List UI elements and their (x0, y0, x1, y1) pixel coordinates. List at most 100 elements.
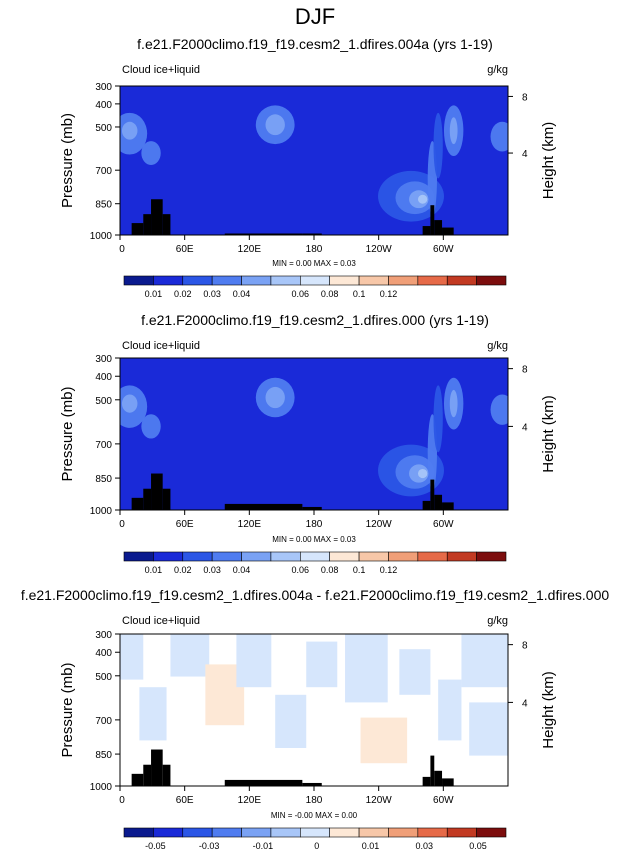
x-tick-label: 120W (366, 795, 393, 806)
x-tick-label: 60W (433, 244, 454, 255)
colorbar-label: 0.08 (321, 565, 339, 575)
terrain-mask (302, 506, 322, 510)
terrain-mask (422, 500, 431, 510)
colorbar-swatch (300, 275, 330, 286)
colorbar-label: 0.02 (174, 289, 192, 299)
y-tick-label: 300 (95, 82, 112, 93)
contour-fill (306, 641, 338, 688)
colorbar-swatch (300, 827, 330, 838)
contour-fill (121, 394, 138, 413)
units-label: g/kg (487, 615, 508, 627)
colorbar-label: 0.04 (233, 565, 251, 575)
contour-fill (490, 121, 508, 152)
contour-fill (433, 385, 443, 453)
colorbar-swatch (300, 551, 330, 562)
terrain-mask (302, 233, 322, 235)
contour-fill (490, 394, 508, 425)
colorbar-label: 0.03 (415, 841, 433, 851)
terrain-mask (430, 755, 435, 786)
colorbar-label: 0.12 (380, 565, 398, 575)
terrain-mask (434, 770, 443, 786)
y-tick-label: 1000 (90, 782, 113, 793)
contour-fill (139, 687, 167, 741)
colorbar-swatch (211, 275, 242, 286)
colorbar-label: 0.12 (380, 289, 398, 299)
colorbar-label: -0.01 (253, 841, 274, 851)
terrain-mask (224, 503, 303, 510)
terrain-mask (442, 502, 454, 510)
panel-title: f.e21.F2000climo.f19_f19.cesm2_1.dfires.… (21, 587, 610, 603)
x-tick-label: 60W (433, 519, 454, 530)
terrain-mask (422, 776, 431, 786)
y-tick-label: 850 (95, 200, 112, 211)
terrain-mask (224, 779, 303, 786)
terrain-mask (131, 773, 144, 786)
contour-fill (236, 634, 272, 688)
contour-fill (120, 634, 144, 680)
colorbar-label: 0.06 (292, 289, 310, 299)
terrain-mask (162, 764, 171, 786)
y-right-tick-label: 4 (522, 422, 528, 433)
y-axis-label: Pressure (mb) (59, 113, 76, 208)
colorbar-label: 0.03 (203, 565, 221, 575)
x-tick-label: 0 (119, 795, 125, 806)
page-title: DJF (295, 4, 335, 29)
terrain-mask (143, 488, 152, 510)
contour-fill (433, 112, 443, 179)
y-axis-label: Pressure (mb) (59, 662, 76, 757)
contour-fill (121, 121, 138, 140)
colorbar-label: 0.1 (353, 289, 366, 299)
x-tick-label: 60E (176, 519, 194, 530)
plot-area (120, 86, 508, 235)
terrain-mask (131, 497, 144, 510)
colorbar-swatch (446, 827, 477, 838)
y-right-tick-label: 4 (522, 149, 528, 160)
colorbar-swatch (153, 551, 184, 562)
colorbar-swatch (446, 275, 477, 286)
colorbar-swatch (241, 551, 272, 562)
terrain-mask (151, 749, 163, 786)
plot-background (120, 358, 508, 510)
contour-fill (399, 649, 431, 695)
contour-fill (360, 717, 408, 764)
plot-area (120, 634, 508, 786)
colorbar-label: 0.01 (362, 841, 380, 851)
colorbar-swatch (476, 827, 507, 838)
contour-fill (417, 194, 428, 204)
colorbar-swatch (358, 551, 389, 562)
y-right-tick-label: 8 (522, 92, 528, 103)
y-tick-label: 700 (95, 440, 112, 451)
variable-label: Cloud ice+liquid (122, 64, 200, 76)
contour-fill (449, 117, 458, 145)
colorbar-swatch (329, 275, 360, 286)
colorbar-swatch (358, 827, 389, 838)
y-tick-label: 500 (95, 672, 112, 683)
y-right-tick-label: 8 (522, 365, 528, 376)
colorbar-swatch (446, 551, 477, 562)
terrain-mask (422, 226, 431, 235)
chart-panel-2: f.e21.F2000climo.f19_f19.cesm2_1.dfires.… (59, 312, 557, 575)
terrain-mask (162, 214, 171, 235)
y-right-tick-label: 4 (522, 698, 528, 709)
min-max-stats: MIN = 0.00 MAX = 0.03 (272, 259, 356, 268)
colorbar-swatch (388, 551, 419, 562)
colorbar-swatch (182, 827, 213, 838)
colorbar-swatch (211, 827, 242, 838)
colorbar-swatch (476, 551, 507, 562)
colorbar-swatch (329, 827, 360, 838)
colorbar-swatch (241, 275, 272, 286)
terrain-mask (434, 494, 443, 510)
contour-fill (417, 468, 428, 479)
chart-panel-3: f.e21.F2000climo.f19_f19.cesm2_1.dfires.… (21, 587, 610, 851)
y-tick-label: 500 (95, 123, 112, 134)
panel-title: f.e21.F2000climo.f19_f19.cesm2_1.dfires.… (141, 312, 489, 328)
x-tick-label: 120W (366, 519, 393, 530)
colorbar-swatch (388, 827, 419, 838)
colorbar-swatch (417, 275, 448, 286)
y-tick-label: 1000 (90, 231, 113, 242)
colorbar-label: 0.01 (145, 289, 163, 299)
y-tick-label: 400 (95, 372, 112, 383)
colorbar-label: 0 (314, 841, 319, 851)
colorbar-swatch (476, 275, 507, 286)
